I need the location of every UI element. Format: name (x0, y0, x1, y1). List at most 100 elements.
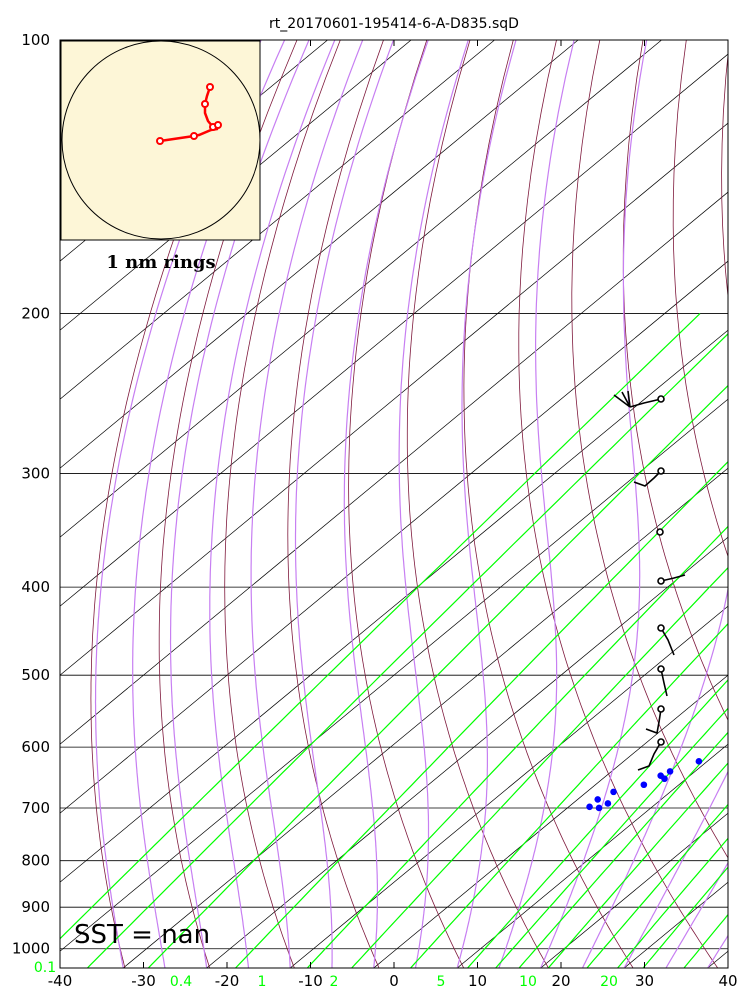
wind-barb (645, 708, 662, 735)
mixing-ratio-label: 0.1 (34, 960, 56, 976)
wind-barb (660, 668, 668, 697)
dry-adiabat-line (90, 40, 255, 968)
isotherm-line (60, 40, 495, 400)
moist-adiabat-line (581, 586, 728, 968)
dry-adiabat-line (406, 40, 549, 968)
temperature-tick-label: -10 (298, 972, 323, 990)
temperature-tick-label: -20 (215, 972, 240, 990)
temperature-tick-label: 10 (468, 972, 487, 990)
dry-adiabat-line (287, 40, 384, 968)
dry-adiabat-line (463, 40, 634, 968)
hodograph-point (214, 121, 222, 129)
wind-barb-station (657, 577, 665, 585)
dewpoint-point (610, 788, 617, 796)
temperature-tick-label: -30 (131, 972, 156, 990)
isotherm-line (60, 329, 728, 883)
moist-adiabat-line (623, 770, 728, 968)
hodograph-ring (61, 40, 261, 240)
temperature-point (744, 799, 749, 804)
mixing-ratio-label: 10 (519, 974, 537, 990)
temperature-point (741, 800, 746, 805)
isotherm-line (206, 536, 728, 968)
temperature-point (737, 804, 742, 809)
wind-barb-station (656, 528, 664, 536)
dewpoint-point (661, 775, 668, 783)
moist-adiabat-line (94, 40, 262, 968)
dry-adiabat-line (721, 51, 728, 300)
temperature-point (745, 798, 750, 803)
moist-adiabat-line (294, 40, 395, 968)
chart-title: rt_20170601-195414-6-A-D835.sqD (269, 16, 519, 32)
moist-adiabat-line (398, 40, 469, 968)
moist-adiabat-line (707, 934, 728, 968)
temperature-point (746, 797, 750, 802)
temperature-point (736, 805, 741, 810)
mixing-ratio-label: 1 (258, 974, 267, 990)
wind-barb-station (657, 467, 665, 475)
dewpoint-point (736, 760, 742, 766)
hodograph-trace (156, 83, 222, 145)
temperature-tick-label: 40 (718, 972, 737, 990)
temperature-tick-label: 0 (389, 972, 399, 990)
isotherm-line (60, 122, 728, 676)
moist-adiabat-line (498, 40, 575, 968)
hodograph-point (190, 132, 198, 140)
mixing-ratio-line (147, 384, 728, 968)
dewpoint-point (595, 804, 603, 812)
wind-barb-station (657, 624, 665, 632)
moist-adiabat-line (250, 40, 364, 968)
temperature-tick-label: 20 (551, 972, 570, 990)
dewpoint-point (640, 781, 648, 789)
isotherm-line (373, 674, 728, 968)
mixing-ratio-line (586, 803, 728, 968)
moist-adiabat-line (169, 40, 310, 968)
hodograph-ring-label: 1 nm rings (106, 252, 215, 273)
dry-adiabat-line (348, 40, 465, 968)
isotherm-line (60, 53, 728, 607)
mixing-ratio-line (235, 460, 728, 968)
wind-barbs (613, 390, 686, 771)
wind-barb-flag (613, 390, 631, 408)
mixing-ratio-line (467, 679, 728, 968)
wind-barb (629, 398, 662, 408)
background-grid (60, 40, 728, 968)
moist-adiabat-line (665, 861, 728, 968)
dewpoint-point (594, 796, 602, 803)
mixing-ratio-label: 2 (330, 974, 339, 990)
isotherm-line (456, 743, 728, 968)
isotherm-line (60, 260, 728, 814)
pressure-tick-label: 900 (21, 898, 50, 916)
wind-barb-station (657, 665, 665, 673)
sounding-traces (586, 758, 750, 812)
isotherm-line (540, 812, 728, 968)
mixing-ratio-line (306, 525, 728, 968)
mixing-ratio-line (495, 707, 728, 968)
isotherm-line (289, 605, 728, 968)
isotherm-line (707, 950, 728, 968)
wind-barb (633, 470, 662, 487)
hodograph-point (201, 100, 209, 108)
hodograph-inset: 1 nm rings (60, 40, 261, 273)
wind-barb (660, 574, 686, 582)
mixing-ratio-label: 5 (437, 974, 446, 990)
isotherm-line (60, 40, 579, 469)
dry-adiabat-line (622, 40, 728, 722)
pressure-tick-label: 700 (21, 799, 50, 817)
mixing-ratio-line (410, 622, 728, 968)
pressure-tick-label: 300 (21, 465, 50, 483)
temperature-point (739, 802, 744, 807)
moist-adiabat-line (540, 40, 648, 968)
dry-adiabat-line (518, 40, 719, 968)
pressure-tick-label: 1000 (12, 940, 50, 958)
dewpoint-point (586, 803, 593, 811)
pressure-tick-label: 100 (21, 31, 50, 49)
pressure-tick-label: 200 (21, 305, 50, 323)
isotherm-line (122, 467, 728, 968)
hodograph-point (156, 137, 164, 145)
wind-barb-station (657, 705, 665, 713)
temperature-tick-label: -40 (48, 972, 73, 990)
dry-adiabat-line (158, 40, 298, 968)
pressure-tick-label: 400 (21, 578, 50, 596)
wind-barb (637, 741, 662, 771)
